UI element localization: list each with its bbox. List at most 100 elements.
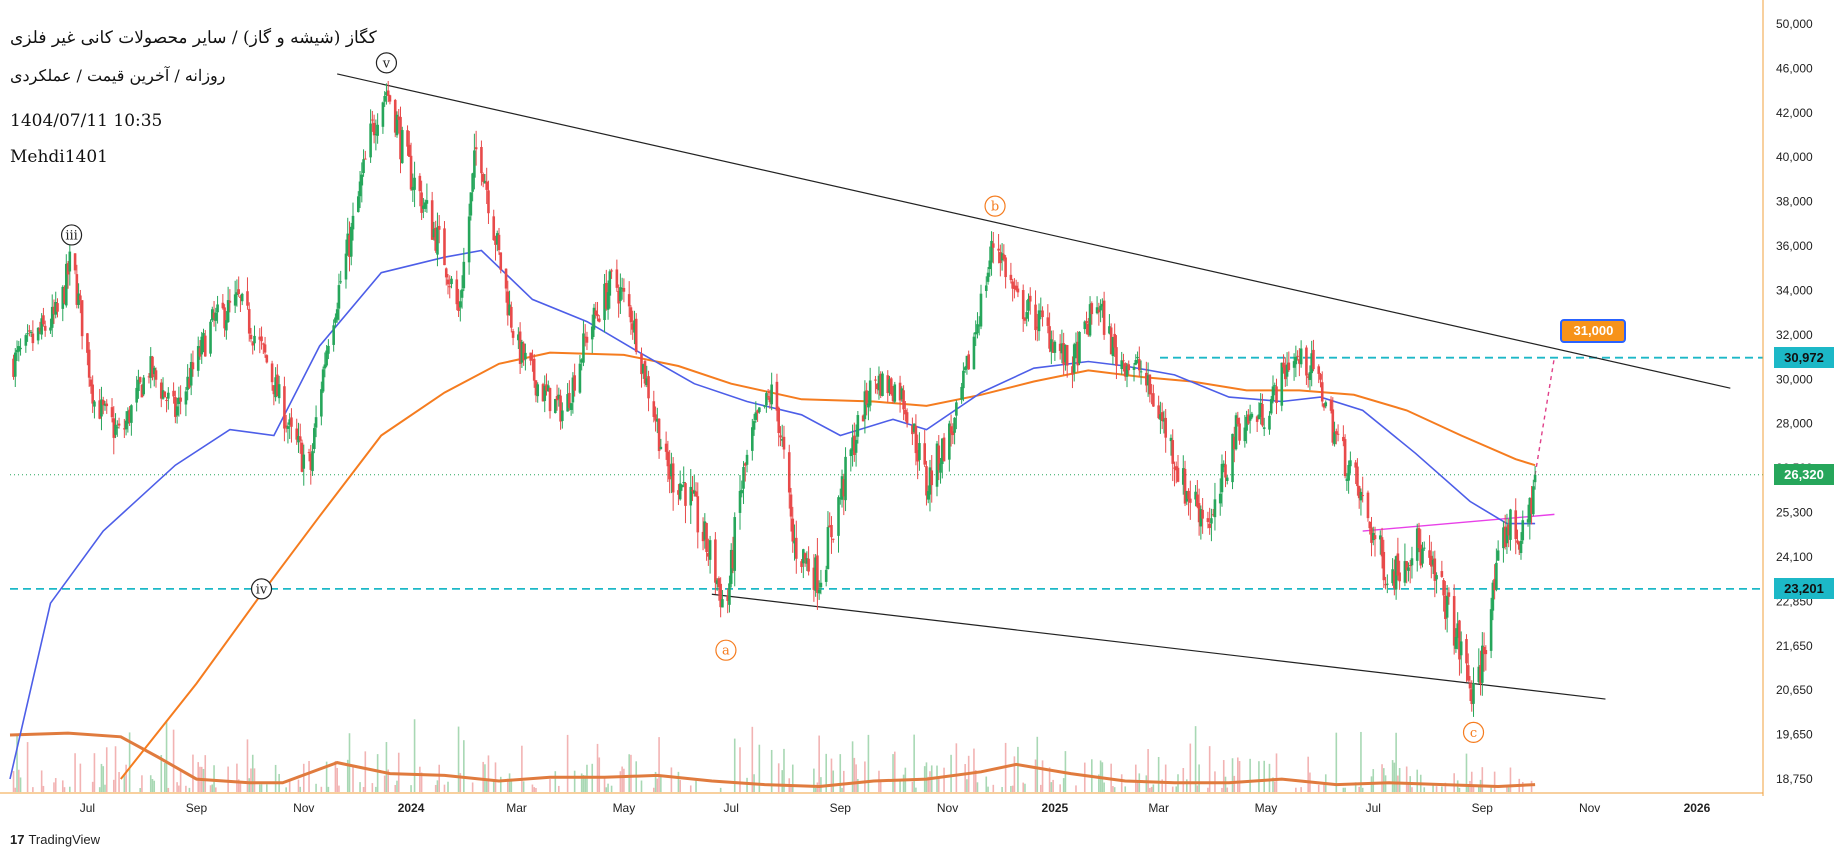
candle-body — [1058, 343, 1062, 351]
candle — [928, 459, 932, 512]
candle — [1247, 409, 1250, 425]
projection-path[interactable] — [1534, 356, 1556, 475]
candle — [758, 407, 761, 414]
candle-body — [703, 521, 707, 540]
candle — [1359, 488, 1363, 516]
candle-body — [1280, 362, 1284, 406]
candle — [116, 420, 119, 437]
volume-bar — [1208, 746, 1211, 792]
candle — [251, 340, 255, 355]
volume-bar — [1467, 786, 1470, 792]
candle-body — [532, 358, 536, 381]
candle — [49, 318, 52, 334]
candle-body — [1051, 342, 1055, 353]
candle — [1428, 535, 1431, 565]
candle-body — [1528, 497, 1532, 523]
candle — [754, 401, 758, 423]
volume-bar — [185, 785, 187, 792]
candle-body — [1111, 336, 1115, 357]
candle-body — [953, 417, 956, 433]
candle — [186, 364, 189, 401]
x-tick-label: Jul — [80, 801, 95, 815]
candle — [719, 577, 722, 618]
candle-body — [1027, 298, 1030, 311]
candle-body — [886, 375, 890, 394]
candle — [314, 405, 318, 438]
candle-body — [1014, 285, 1018, 290]
candle — [643, 359, 647, 387]
candle-body — [1284, 365, 1287, 380]
candle-body — [200, 336, 204, 355]
candle — [335, 302, 339, 323]
candle-body — [485, 181, 488, 190]
volume-bar — [1124, 786, 1127, 792]
candle — [656, 407, 659, 434]
lower-trendline[interactable] — [711, 593, 1606, 700]
candle — [1517, 541, 1521, 556]
candle-body — [854, 439, 858, 453]
horizontal-levels[interactable] — [10, 356, 1763, 590]
candle — [159, 378, 163, 408]
candle-body — [362, 159, 365, 174]
candle — [487, 180, 490, 224]
target-price-callout[interactable]: 31,000 — [1560, 319, 1627, 344]
candle — [307, 448, 311, 462]
candle-body — [29, 332, 33, 334]
candle — [1317, 364, 1321, 384]
candle-body — [545, 384, 548, 391]
candle-body — [265, 355, 269, 363]
candle — [1034, 290, 1037, 341]
candle — [1417, 522, 1421, 553]
candle — [135, 376, 138, 412]
candle — [1150, 383, 1153, 405]
candle-body — [592, 307, 596, 330]
candle — [668, 450, 671, 494]
candle-body — [1452, 596, 1456, 646]
candle — [777, 406, 780, 447]
candle-body — [159, 382, 163, 399]
candle-body — [399, 116, 402, 160]
candle — [717, 576, 721, 601]
candle-body — [1378, 535, 1382, 540]
candle-body — [327, 345, 330, 354]
candle-body — [19, 347, 22, 350]
volume-bar — [1323, 783, 1325, 792]
upper-trendline[interactable] — [337, 73, 1731, 389]
candle — [659, 438, 663, 450]
candle — [203, 330, 207, 357]
volume-bar — [1444, 782, 1447, 792]
candle-body — [977, 325, 981, 327]
candle — [879, 371, 883, 399]
candle-body — [531, 359, 534, 361]
candle-body — [116, 427, 119, 429]
volume-bar — [783, 748, 785, 792]
candle — [705, 522, 708, 561]
candle — [1528, 497, 1532, 540]
candle — [1280, 362, 1284, 412]
candle — [800, 559, 803, 573]
candle-body — [1247, 414, 1250, 424]
candle — [1324, 400, 1328, 409]
candle — [260, 326, 263, 350]
candle — [1421, 542, 1424, 568]
volume-bar — [966, 779, 968, 792]
candle — [68, 237, 72, 286]
candle — [875, 383, 879, 395]
candle — [1174, 461, 1178, 484]
volume-bar — [61, 780, 64, 792]
volume-bar — [1171, 786, 1174, 792]
candle-body — [1208, 523, 1211, 528]
candle-body — [1016, 288, 1020, 293]
candle — [1041, 306, 1044, 327]
candle — [1060, 329, 1064, 364]
candle — [31, 320, 35, 351]
candle-body — [1065, 345, 1069, 366]
candle-body — [582, 333, 585, 363]
tradingview-logo[interactable]: 17 TradingView — [10, 832, 100, 847]
volume-bar — [596, 743, 599, 792]
candle-body — [1169, 437, 1173, 442]
candle-body — [603, 283, 606, 321]
volume-bar — [853, 757, 856, 792]
candle-body — [346, 233, 350, 256]
